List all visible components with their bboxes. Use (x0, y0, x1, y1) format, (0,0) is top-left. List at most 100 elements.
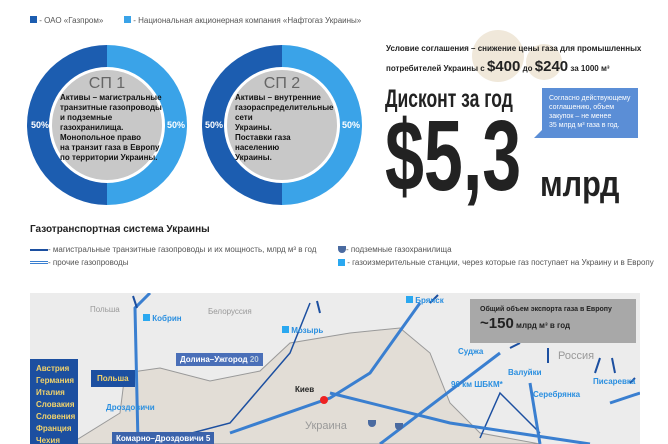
destination: Чехия (36, 436, 60, 444)
text-line: на транзит газа в Европу (60, 143, 160, 152)
station-icon (282, 326, 289, 333)
station-pisarevka: Писаревка (593, 377, 636, 386)
kiev-marker (320, 396, 328, 404)
city-kiev: Киев (295, 385, 315, 394)
station-bryansk: Брянск (406, 296, 444, 305)
legend-naftogaz-label: - Национальная акционерная компания «Наф… (133, 16, 362, 25)
pipeline-dolina-uzhgorod: Долина–Ужгород 20 (176, 353, 263, 366)
text-line: транзитные газопроводы (60, 103, 162, 112)
station-label: Мозырь (291, 326, 324, 335)
price-from-highlight (472, 30, 524, 82)
sp1-left-share: 50% (31, 120, 50, 130)
agreement-prefix: потребителей Украины с (386, 64, 485, 73)
storage-icon (338, 246, 346, 254)
pipeline-sudzha (479, 391, 541, 439)
legend-naftogaz: - Национальная акционерная компания «Наф… (124, 16, 361, 25)
agreement-mid: до (522, 64, 533, 73)
pipeline-capacity: 5 (205, 434, 211, 443)
joint-venture-donuts (27, 45, 362, 205)
inflow-arrows (132, 294, 636, 384)
price-to-highlight (526, 44, 562, 80)
station-kobrin: Кобрин (143, 314, 182, 323)
sp1-right-share: 50% (167, 120, 186, 130)
text-line: по территории Украины. (60, 153, 158, 162)
sp2-text: Активы – внутренние газораспределительные… (235, 93, 337, 163)
pipeline-capacity: 20 (249, 355, 259, 364)
text-line: газораспределительные сети (235, 103, 334, 122)
poland-destination-box: Польша (91, 370, 135, 387)
destination-countries-box: Австрия Германия Италия Словакия Словения Фра… (30, 359, 78, 444)
station-serebryanka: Серебрянка (533, 390, 581, 399)
station-icon (406, 296, 413, 303)
sp2-center (227, 70, 337, 180)
pipeline-network (329, 351, 640, 444)
agreement-line1: Условие соглашения – снижение цены газа … (386, 44, 642, 53)
export-unit: млрд м³ в год (516, 321, 571, 330)
pipeline-name: Долина–Ужгород (180, 355, 248, 364)
text-line: соглашению, объем (549, 104, 615, 111)
main-pipeline-swatch (30, 248, 48, 251)
country-poland: Польша (90, 305, 120, 314)
legend-other-pipelines: - прочие газопроводы (30, 258, 128, 267)
price-from: $400 (486, 58, 521, 75)
legend-main-label: - магистральные транзитные газопроводы и… (48, 245, 317, 254)
text-line: 35 млрд м³ газа в год. (549, 122, 620, 129)
export-volume-box: Общий объем экспорта газа в Европу ~150 … (470, 299, 636, 343)
export-amount: ~150 (480, 315, 514, 332)
pipeline-name: Комарно–Дроздовичи (116, 434, 204, 443)
gas-transport-map: Польша Белоруссия Россия Украина Киев Ко… (30, 293, 640, 444)
sp2-left-share: 50% (205, 120, 224, 130)
legend-other-label: - прочие газопроводы (48, 258, 129, 267)
text-line: Согласно действующему (549, 95, 631, 102)
station-mozyr: Мозырь (282, 326, 323, 335)
agreement-line2: потребителей Украины с $400 до $240 за 1… (386, 58, 641, 78)
legend-main-pipelines: - магистральные транзитные газопроводы и… (30, 245, 316, 254)
destination: Германия (36, 376, 75, 385)
station-icon (338, 259, 345, 267)
text-line: Украины. (235, 153, 272, 162)
station-label: Кобрин (152, 314, 182, 323)
export-value: ~150 млрд м³ в год (480, 315, 626, 335)
legend-gazprom-label: - ОАО «Газпром» (39, 16, 104, 25)
sp2-title: СП 2 (263, 75, 301, 92)
text-line: и подземные газохранилища. (60, 113, 124, 132)
sp2-right-share: 50% (342, 120, 361, 130)
discount-amount: $5,3 (385, 100, 522, 212)
text-line: Активы – внутренние (235, 93, 321, 102)
callout-pointer (534, 130, 542, 138)
destination: Словакия (36, 400, 75, 409)
destination: Австрия (36, 364, 70, 373)
station-96km-shbkm: 96 км ШБКМ* (451, 380, 503, 389)
destination: Франция (36, 424, 72, 433)
text-line: Активы – магистральные (60, 93, 162, 102)
pipeline-komarno-drozdovichi: Комарно–Дроздовичи 5 (112, 432, 215, 444)
text-line: Украины. (235, 123, 272, 132)
country-russia: Россия (558, 350, 595, 362)
country-belarus: Белоруссия (208, 307, 252, 316)
text-line: закупок – не менее (549, 113, 612, 120)
station-sudzha: Суджа (458, 347, 484, 356)
station-label: Брянск (415, 296, 444, 305)
legend-stations: - газоизмерительные станции, через котор… (338, 258, 654, 267)
sp2-content: СП 2 Активы – внутренние газораспределите… (227, 75, 337, 163)
sp1-title: СП 1 (88, 75, 126, 92)
export-label: Общий объем экспорта газа в Европу (480, 306, 612, 313)
station-drozdovichi: Дроздовичи (106, 403, 155, 412)
legend-stations-label: - газоизмерительные станции, через котор… (347, 258, 654, 267)
agreement-suffix: за 1000 м³ (570, 64, 610, 73)
other-pipeline-swatch (30, 261, 48, 265)
legend-storage-label: - подземные газохранилища (346, 245, 452, 254)
sp1-center (52, 70, 162, 180)
pipeline-bryansk (229, 302, 422, 435)
station-icon (143, 314, 150, 321)
destination: Словения (36, 412, 76, 421)
price-to: $240 (534, 58, 569, 75)
station-valuyki: Валуйки (508, 368, 542, 377)
pipeline-kobrin (133, 293, 152, 444)
discount-heading: Дисконт за год (385, 85, 513, 113)
sp1-text: Активы – магистральные транзитные газопро… (60, 93, 162, 163)
destination: Италия (36, 388, 65, 397)
discount-unit: млрд (540, 163, 620, 204)
legend-storage: - подземные газохранилища (338, 245, 452, 254)
gazprom-swatch (30, 16, 37, 23)
